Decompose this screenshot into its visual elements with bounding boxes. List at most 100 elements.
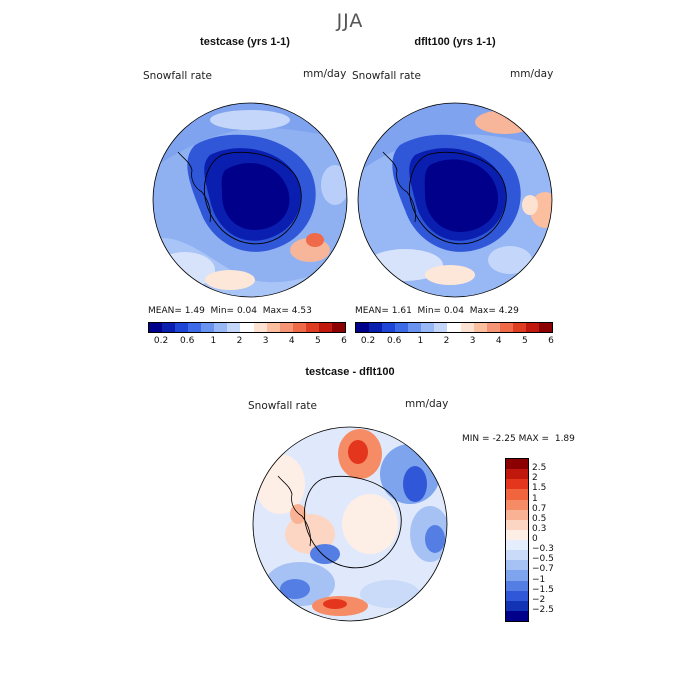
diff-variable-label: Snowfall rate bbox=[248, 400, 317, 412]
diff-minmax: MIN = -2.25 MAX = 1.89 bbox=[462, 434, 575, 444]
colorbar-tick-label: −0.3 bbox=[532, 544, 554, 555]
colorbar-tick-label: 1 bbox=[532, 493, 538, 504]
colorbar-swatch bbox=[460, 323, 474, 332]
right-min-label: Min= bbox=[417, 306, 442, 316]
colorbar-swatch bbox=[506, 499, 528, 510]
colorbar-swatch bbox=[331, 323, 345, 332]
colorbar-swatch bbox=[318, 323, 332, 332]
colorbar-tick-label: 0.6 bbox=[180, 336, 195, 346]
colorbar-swatch bbox=[227, 323, 241, 332]
colorbar-tick-label: 3 bbox=[469, 336, 476, 346]
colorbar-tick-label: 2.5 bbox=[532, 463, 547, 474]
colorbar-swatch bbox=[506, 590, 528, 601]
colorbar-swatch bbox=[506, 550, 528, 561]
colorbar-tick-label: 5 bbox=[521, 336, 528, 346]
colorbar-swatch bbox=[525, 323, 539, 332]
colorbar-swatch bbox=[149, 323, 163, 332]
right-mean-label: MEAN= bbox=[355, 306, 389, 316]
colorbar-swatch bbox=[421, 323, 435, 332]
diff-min-label: MIN = bbox=[462, 434, 490, 444]
colorbar-swatch bbox=[382, 323, 396, 332]
colorbar-swatch bbox=[447, 323, 461, 332]
colorbar-swatch bbox=[506, 509, 528, 520]
diff-units-label: mm/day bbox=[405, 398, 449, 410]
left-polar-map bbox=[152, 102, 348, 298]
colorbar-swatch bbox=[538, 323, 552, 332]
colorbar-tick-label: 2 bbox=[443, 336, 450, 346]
colorbar-tick-label: −0.5 bbox=[532, 554, 554, 565]
colorbar-swatch bbox=[506, 570, 528, 581]
diff-min-value: -2.25 bbox=[492, 434, 516, 444]
colorbar-swatch bbox=[506, 459, 528, 470]
right-polar-map bbox=[357, 102, 553, 298]
colorbar-swatch bbox=[506, 469, 528, 480]
colorbar-swatch bbox=[499, 323, 513, 332]
colorbar-swatch bbox=[506, 519, 528, 530]
colorbar-tick-label: 5 bbox=[314, 336, 321, 346]
right-colorbar-ticks: 0.2 0.6 1 2 3 4 5 6 bbox=[355, 336, 554, 348]
colorbar-tick-label: −1.5 bbox=[532, 584, 554, 595]
right-min-value: 0.04 bbox=[443, 306, 464, 316]
colorbar-swatch bbox=[506, 540, 528, 551]
colorbar-swatch bbox=[175, 323, 189, 332]
colorbar-tick-label: 2 bbox=[532, 473, 538, 484]
colorbar-tick-label: 3 bbox=[262, 336, 269, 346]
left-panel-title: testcase (yrs 1-1) bbox=[200, 36, 290, 48]
colorbar-swatch bbox=[506, 479, 528, 490]
colorbar-tick-label: 2 bbox=[236, 336, 243, 346]
diff-colorbar-ticks: 2.5 2 1.5 1 0.7 0.5 0.3 0 −0.3 −0.5 −0.7 −1 −1.5 −2 −2… bbox=[532, 458, 572, 620]
right-mean-value: 1.61 bbox=[391, 306, 412, 316]
colorbar-tick-label: 0 bbox=[532, 534, 538, 544]
diff-max-value: 1.89 bbox=[554, 434, 575, 444]
colorbar-tick-label: 0.6 bbox=[387, 336, 402, 346]
colorbar-swatch bbox=[162, 323, 176, 332]
colorbar-tick-label: 6 bbox=[548, 336, 554, 346]
colorbar-swatch bbox=[512, 323, 526, 332]
colorbar-swatch bbox=[506, 529, 528, 540]
colorbar-swatch bbox=[305, 323, 319, 332]
left-variable-label: Snowfall rate bbox=[143, 70, 212, 82]
colorbar-swatch bbox=[369, 323, 383, 332]
colorbar-swatch bbox=[279, 323, 293, 332]
colorbar-swatch bbox=[292, 323, 306, 332]
colorbar-tick-label: 0.2 bbox=[153, 336, 169, 346]
colorbar-swatch bbox=[506, 560, 528, 571]
left-units-label: mm/day bbox=[303, 68, 347, 80]
colorbar-swatch bbox=[266, 323, 280, 332]
right-colorbar bbox=[355, 322, 553, 333]
colorbar-tick-label: −2 bbox=[532, 594, 546, 605]
left-stats: MEAN= 1.49 Min= 0.04 Max= 4.53 bbox=[148, 306, 348, 316]
colorbar-tick-label: −0.7 bbox=[532, 564, 554, 575]
colorbar-swatch bbox=[240, 323, 254, 332]
left-max-label: Max= bbox=[262, 306, 289, 316]
colorbar-tick-label: 0.7 bbox=[532, 503, 547, 514]
colorbar-swatch bbox=[486, 323, 500, 332]
colorbar-swatch bbox=[506, 489, 528, 500]
left-mean-label: MEAN= bbox=[148, 306, 182, 316]
colorbar-tick-label: 0.2 bbox=[360, 336, 376, 346]
colorbar-tick-label: 0.5 bbox=[532, 513, 547, 524]
colorbar-swatch bbox=[506, 610, 528, 621]
right-max-label: Max= bbox=[469, 306, 496, 316]
season-title: JJA bbox=[336, 10, 364, 32]
right-stats: MEAN= 1.61 Min= 0.04 Max= 4.29 bbox=[355, 306, 555, 316]
colorbar-tick-label: 1 bbox=[417, 336, 424, 346]
colorbar-swatch bbox=[395, 323, 409, 332]
colorbar-swatch bbox=[214, 323, 228, 332]
colorbar-tick-label: 6 bbox=[341, 336, 347, 346]
colorbar-swatch bbox=[356, 323, 370, 332]
colorbar-tick-label: 4 bbox=[495, 336, 502, 346]
left-min-label: Min= bbox=[210, 306, 235, 316]
colorbar-tick-label: 1.5 bbox=[532, 483, 547, 494]
right-panel-title: dflt100 (yrs 1-1) bbox=[414, 36, 496, 48]
colorbar-swatch bbox=[201, 323, 215, 332]
colorbar-tick-label: −2.5 bbox=[532, 604, 554, 615]
colorbar-swatch bbox=[434, 323, 448, 332]
diff-colorbar bbox=[505, 458, 529, 622]
colorbar-swatch bbox=[188, 323, 202, 332]
colorbar-swatch bbox=[473, 323, 487, 332]
colorbar-swatch bbox=[506, 600, 528, 611]
colorbar-tick-label: 0.3 bbox=[532, 523, 547, 534]
left-mean-value: 1.49 bbox=[184, 306, 205, 316]
colorbar-swatch bbox=[506, 580, 528, 591]
